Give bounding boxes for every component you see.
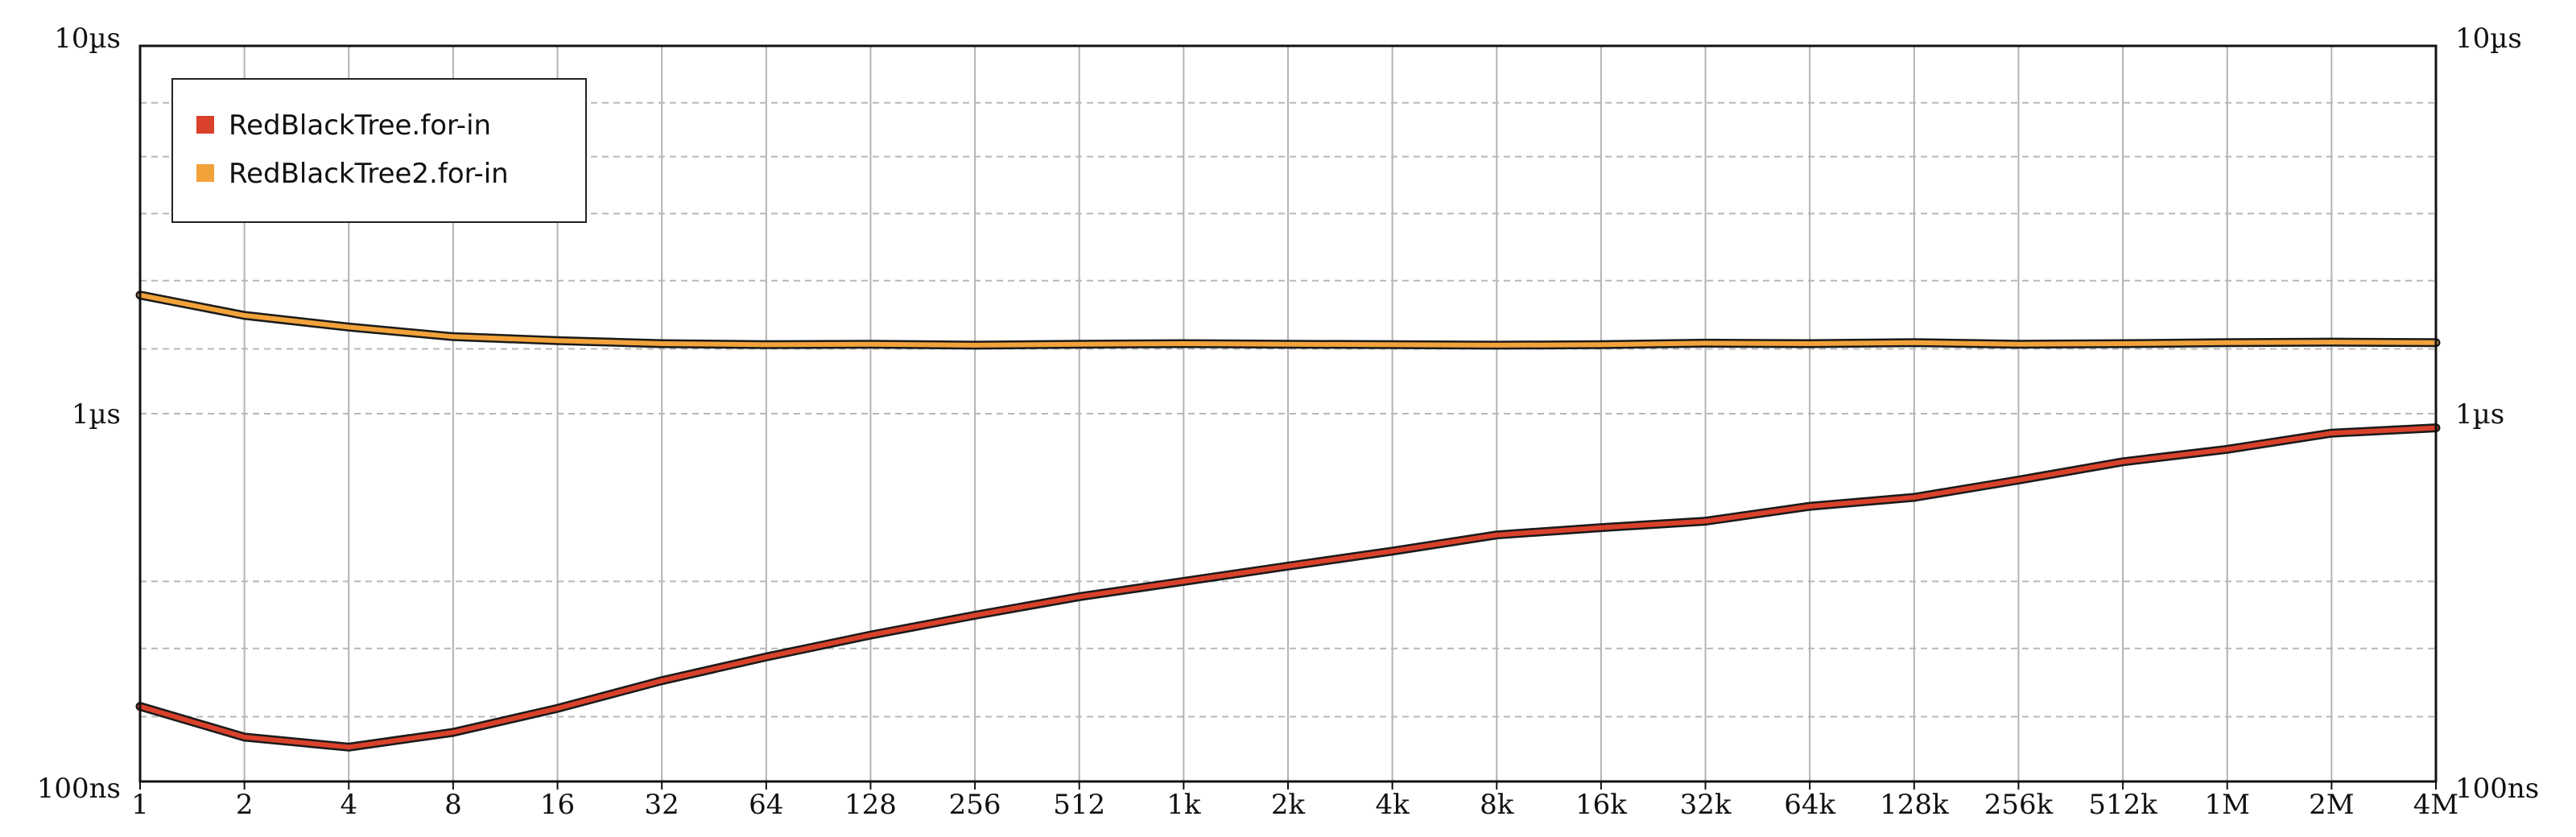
- x-tick-label: 256k: [1984, 789, 2054, 821]
- x-tick-label: 256: [949, 789, 1001, 821]
- x-tick-label: 4: [340, 789, 357, 821]
- data-point-series-0: [2121, 460, 2124, 464]
- data-point-series-1: [2226, 341, 2229, 344]
- data-point-series-0: [1808, 505, 1811, 508]
- x-tick-label: 16k: [1575, 789, 1627, 821]
- data-point-series-0: [1913, 496, 1916, 499]
- data-point-series-1: [765, 343, 768, 346]
- x-tick-label: 512k: [2088, 789, 2157, 821]
- data-point-series-0: [1704, 520, 1707, 523]
- data-point-series-1: [1600, 343, 1603, 346]
- x-tick-label: 32k: [1680, 789, 1732, 821]
- x-tick-label: 4k: [1376, 789, 1410, 821]
- data-point-series-0: [1286, 564, 1290, 567]
- x-tick-label: 1M: [2205, 789, 2250, 821]
- data-point-series-1: [2017, 343, 2020, 346]
- data-point-series-1: [1913, 341, 1916, 344]
- legend-label-series-0: RedBlackTree.for-in: [229, 109, 491, 142]
- legend-swatch-series-1: [196, 164, 214, 182]
- data-point-series-1: [1808, 342, 1811, 345]
- x-tick-label: 64k: [1784, 789, 1835, 821]
- x-tick-label: 1: [131, 789, 149, 821]
- x-tick-label: 8: [444, 789, 462, 821]
- y-tick-label-left: 1µs: [72, 398, 121, 431]
- x-tick-label: 32: [645, 789, 679, 821]
- y-tick-label-left: 100ns: [37, 773, 121, 805]
- x-tick-label: 4M: [2413, 789, 2458, 821]
- x-tick-label: 128: [844, 789, 897, 821]
- data-point-series-0: [1391, 550, 1394, 553]
- data-point-series-1: [1391, 343, 1394, 346]
- data-point-series-1: [1286, 343, 1290, 346]
- y-axis-ticks: 10µs 1µs 100ns 10µs 1µs 100ns: [37, 23, 2540, 805]
- legend-swatch-series-0: [196, 116, 214, 134]
- y-tick-label-right: 1µs: [2455, 398, 2504, 431]
- data-point-series-1: [1182, 342, 1185, 345]
- data-point-series-0: [2226, 447, 2229, 451]
- x-axis-ticks: 1 2 4 8 16 32 64 128 256 512 1k 2k 4k 8k 16k 32k 64k 128k…: [131, 781, 2458, 821]
- data-point-series-1: [660, 342, 663, 345]
- data-point-series-0: [347, 745, 350, 748]
- data-point-series-0: [2017, 478, 2020, 481]
- data-point-series-1: [869, 343, 872, 346]
- series-lines: [135, 291, 2441, 752]
- data-point-series-0: [660, 679, 663, 682]
- data-point-series-0: [556, 707, 559, 710]
- data-point-series-1: [1495, 344, 1498, 347]
- data-point-series-1: [556, 339, 559, 342]
- x-tick-label: 1k: [1166, 789, 1201, 821]
- legend-label-series-1: RedBlackTree2.for-in: [229, 158, 509, 190]
- data-point-series-0: [973, 614, 976, 617]
- data-point-series-1: [973, 344, 976, 347]
- x-tick-label: 2M: [2309, 789, 2354, 821]
- x-tick-label: 16: [540, 789, 575, 821]
- legend-box: [171, 78, 587, 223]
- x-tick-label: 2k: [1271, 789, 1306, 821]
- data-point-series-0: [869, 633, 872, 637]
- data-point-series-0: [1182, 579, 1185, 583]
- data-point-series-1: [2121, 342, 2124, 345]
- data-point-series-1: [347, 325, 350, 328]
- data-point-series-0: [765, 655, 768, 658]
- data-point-series-0: [2330, 431, 2333, 435]
- grid-lines: [140, 46, 2436, 781]
- data-point-series-0: [452, 731, 455, 734]
- x-tick-label: 8k: [1480, 789, 1514, 821]
- data-point-series-0: [1495, 534, 1498, 537]
- x-tick-label: 2: [236, 789, 254, 821]
- y-tick-label-right: 100ns: [2455, 773, 2539, 805]
- data-point-series-1: [1704, 341, 1707, 344]
- legend: RedBlackTree.for-in RedBlackTree2.for-in: [171, 78, 587, 223]
- data-point-series-0: [243, 736, 246, 739]
- x-tick-label: 64: [749, 789, 783, 821]
- y-tick-label-left: 10µs: [54, 23, 121, 55]
- data-point-series-1: [243, 314, 246, 317]
- data-point-series-1: [452, 335, 455, 338]
- data-point-series-1: [2330, 340, 2333, 344]
- data-point-series-1: [1078, 343, 1081, 346]
- x-tick-label: 128k: [1880, 789, 1949, 821]
- x-tick-label: 512: [1053, 789, 1105, 821]
- data-point-series-0: [1600, 526, 1603, 530]
- data-point-series-0: [1078, 595, 1081, 598]
- y-tick-label-right: 10µs: [2455, 23, 2522, 55]
